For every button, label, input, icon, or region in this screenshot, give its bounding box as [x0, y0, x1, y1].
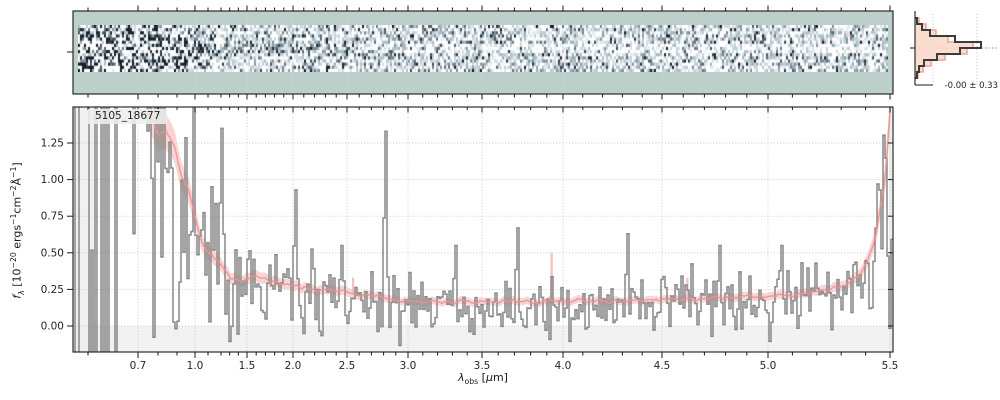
grid-lines	[73, 107, 893, 352]
series-group	[74, 107, 893, 352]
x-tick-label: 1.5	[239, 360, 256, 372]
x-tick-label: 2.5	[339, 360, 356, 372]
x-tick-label: 2.0	[285, 360, 302, 372]
uncertainty-line	[148, 107, 891, 305]
x-tick-label: 3.0	[400, 360, 417, 372]
y-tick-label: 0.50	[41, 247, 64, 259]
x-tick-label: 3.5	[474, 360, 491, 372]
x-tick-label: 1.0	[187, 360, 204, 372]
y-tick-label: 0.75	[41, 211, 64, 223]
axis-ticks	[67, 107, 893, 358]
tick-labels: 0.7 1.0 1.5 2.0 2.5 3.0 3.5 4.0 4.5 5.0 5.5 0.00 0.2…	[41, 138, 899, 373]
x-tick-label: 0.7	[130, 360, 147, 372]
x-tick-label: 5.5	[882, 360, 899, 372]
flux-series	[74, 107, 893, 352]
x-tick-label: 5.0	[760, 360, 777, 372]
y-axis-label: fλ [10−20 ergs−1cm−2Å−1]	[0, 95, 34, 365]
spectrum-2d-image	[78, 25, 888, 72]
histogram-stat-label: -0.00 ± 0.33	[944, 81, 998, 91]
x-tick-label: 4.5	[654, 360, 671, 372]
y-tick-label: 0.25	[41, 284, 64, 296]
panel-2d-ticks	[67, 5, 891, 100]
panel-histogram	[910, 11, 997, 86]
x-tick-label: 4.0	[555, 360, 572, 372]
y-axis-label-text: fλ [10−20 ergs−1cm−2Å−1]	[8, 161, 26, 299]
y-tick-label: 1.00	[41, 174, 64, 186]
x-axis-label: λobs [μm]	[458, 371, 508, 387]
object-id-label: 5105_18677	[88, 109, 168, 124]
panel-main: 0.7 1.0 1.5 2.0 2.5 3.0 3.5 4.0 4.5 5.0 5.5 0.00 0.2…	[41, 106, 899, 373]
y-tick-label: 1.25	[41, 138, 64, 150]
y-tick-label: 0.00	[41, 321, 64, 333]
histogram-dark-steps	[915, 17, 982, 79]
